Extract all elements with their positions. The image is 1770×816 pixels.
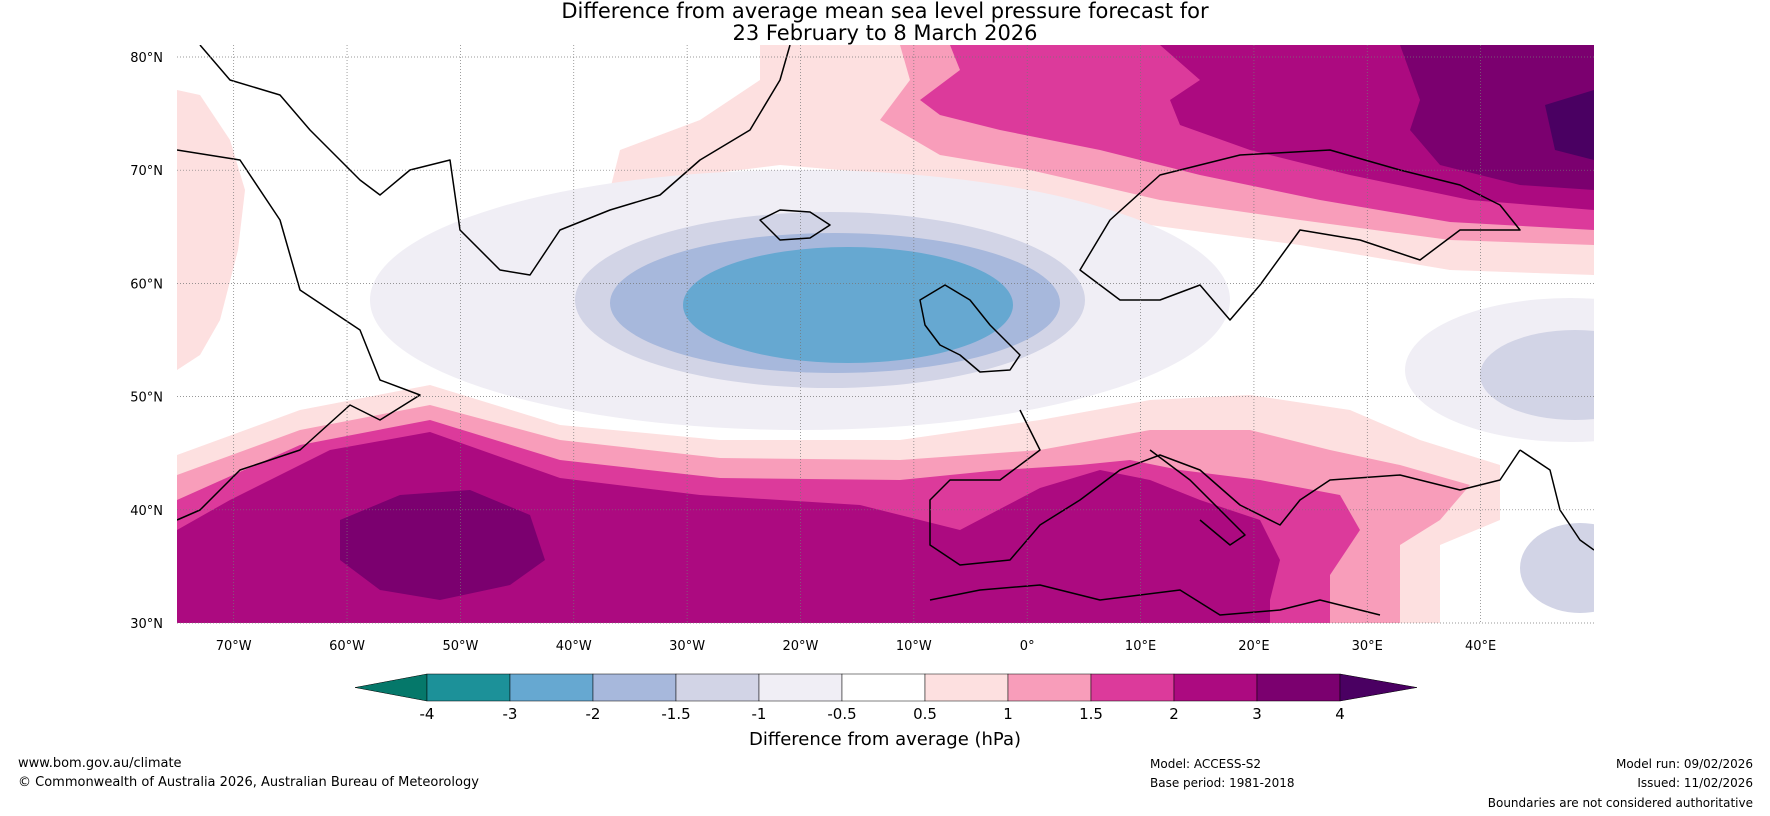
greenland-coast — [199, 45, 791, 276]
colorbar-tick-label: -1 — [752, 705, 767, 723]
footer-model: Model: ACCESS-S2 — [1150, 757, 1262, 771]
contour-low-2 — [683, 247, 1013, 363]
longitude-label: 30°W — [669, 639, 705, 654]
africa-coast — [929, 584, 1381, 616]
map-title-line2: 23 February to 8 March 2026 — [732, 21, 1038, 45]
colorbar-segment — [1007, 673, 1092, 702]
italy-coast — [1149, 449, 1246, 546]
colorbar-segment — [509, 673, 594, 702]
longitude-label: 10°W — [896, 639, 932, 654]
longitude-label: 40°W — [556, 639, 592, 654]
contour-south-3 — [340, 490, 545, 600]
colorbar-segment — [426, 673, 511, 702]
latitude-label: 40°N — [130, 504, 163, 519]
colorbar-tick-label: -2 — [586, 705, 601, 723]
contour-north-3 — [1400, 45, 1594, 190]
footer-copyright: © Commonwealth of Australia 2026, Austra… — [18, 775, 479, 790]
longitude-label: 20°W — [783, 639, 819, 654]
colorbar-segment — [924, 673, 1009, 702]
contour-east-1b — [1520, 523, 1594, 613]
longitude-label: 60°W — [329, 639, 365, 654]
latitude-label: 80°N — [130, 51, 163, 66]
footer-base-period: Base period: 1981-2018 — [1150, 776, 1295, 790]
colorbar-segment — [841, 673, 926, 702]
footer-disclaimer: Boundaries are not considered authoritat… — [1487, 796, 1753, 810]
british-isles-coast — [919, 284, 1021, 373]
footer-issued: Issued: 11/02/2026 — [1637, 776, 1753, 790]
colorbar-tick-label: -0.5 — [827, 705, 856, 723]
colorbar-tick-label: 2 — [1169, 705, 1179, 723]
anomaly-field — [177, 45, 1594, 623]
contour-east-1 — [1480, 330, 1594, 420]
colorbar-segment — [1256, 673, 1341, 702]
contour-north-4 — [1545, 90, 1594, 160]
colorbar: -4 -3 -2 -1.5 -1 -0.5 0.5 1 1.5 2 3 4 — [354, 673, 1418, 723]
colorbar-title: Difference from average (hPa) — [749, 729, 1021, 750]
longitude-labels: 70°W 60°W 50°W 40°W 30°W 20°W 10°W 0° 10°E 20°E 30… — [216, 639, 1497, 654]
colorbar-tick-label: -4 — [420, 705, 435, 723]
map-title-line1: Difference from average mean sea level p… — [561, 0, 1209, 23]
footer-url: www.bom.gov.au/climate — [18, 756, 182, 771]
longitude-label: 50°W — [442, 639, 478, 654]
longitude-label: 20°E — [1238, 639, 1269, 654]
iceland-coast — [759, 209, 831, 241]
latitude-label: 60°N — [130, 277, 163, 292]
coastlines — [177, 45, 1594, 616]
colorbar-tick-label: 0.5 — [913, 705, 937, 723]
colorbar-extend-low — [354, 673, 428, 702]
latitude-label: 70°N — [130, 164, 163, 179]
colorbar-segment — [592, 673, 677, 702]
colorbar-tick-label: 1.5 — [1079, 705, 1103, 723]
colorbar-extend-high — [1339, 673, 1418, 702]
graticule — [177, 45, 1594, 624]
footer-model-run: Model run: 09/02/2026 — [1615, 757, 1753, 771]
colorbar-segment — [1173, 673, 1258, 702]
latitude-label: 50°N — [130, 391, 163, 406]
colorbar-tick-label: 1 — [1003, 705, 1013, 723]
colorbar-segment — [675, 673, 760, 702]
colorbar-tick-label: 3 — [1252, 705, 1262, 723]
longitude-label: 40°E — [1465, 639, 1496, 654]
longitude-label: 0° — [1020, 639, 1035, 654]
latitude-label: 30°N — [130, 617, 163, 632]
scandinavia-coast — [1079, 149, 1521, 321]
longitude-label: 10°E — [1125, 639, 1156, 654]
contour-west-0.5 — [177, 90, 245, 370]
colorbar-tick-label: -1.5 — [661, 705, 690, 723]
colorbar-tick-label: -3 — [503, 705, 518, 723]
north-america-coast — [177, 149, 421, 521]
colorbar-segment — [758, 673, 843, 702]
europe-coast — [929, 409, 1521, 566]
colorbar-segment — [1090, 673, 1175, 702]
longitude-label: 70°W — [216, 639, 252, 654]
latitude-labels: 80°N 70°N 60°N 50°N 40°N 30°N — [130, 51, 163, 632]
colorbar-tick-label: 4 — [1335, 705, 1345, 723]
longitude-label: 30°E — [1352, 639, 1383, 654]
